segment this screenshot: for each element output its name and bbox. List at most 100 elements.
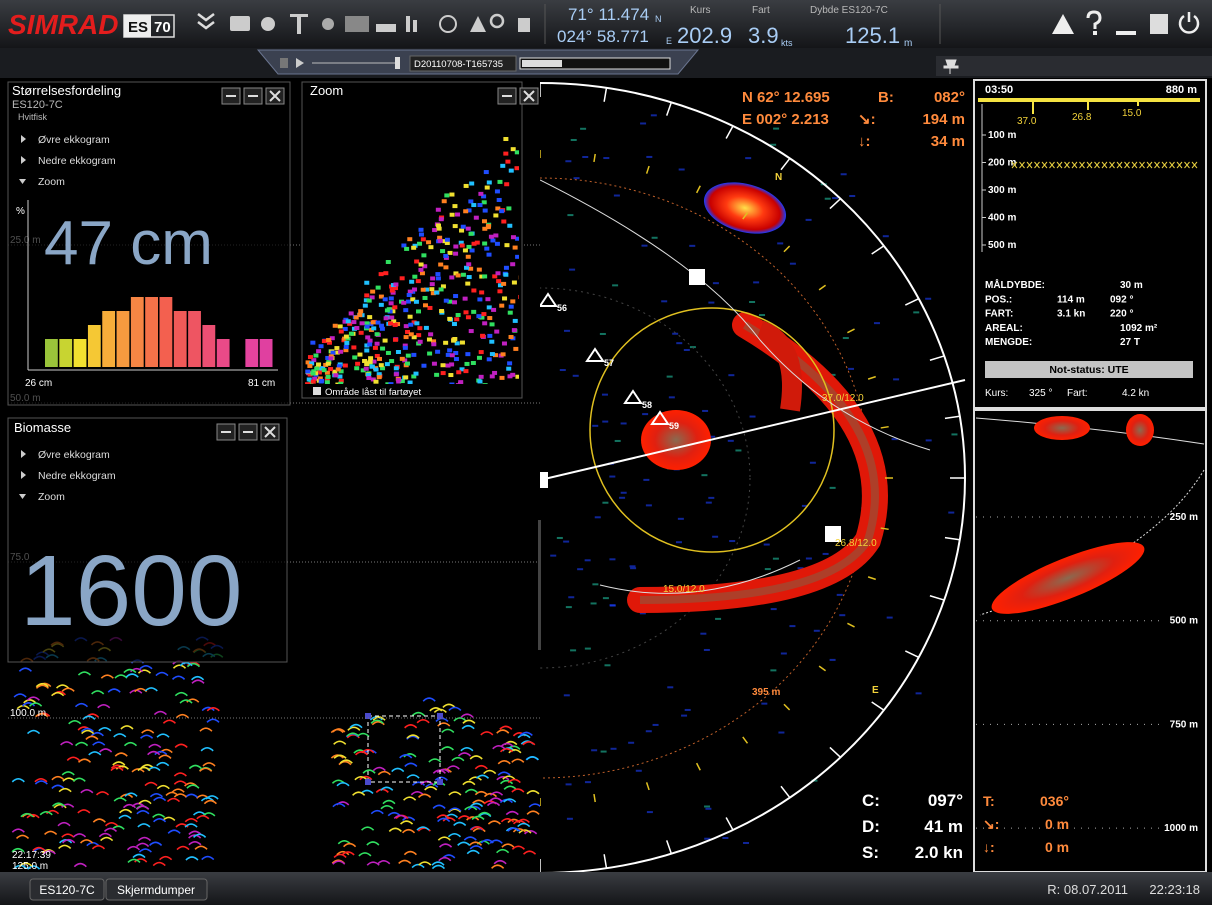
handle[interactable] bbox=[365, 713, 371, 719]
echo bbox=[191, 679, 205, 684]
panel-title: Størrelsesfordeling bbox=[12, 83, 121, 98]
echo bbox=[15, 834, 30, 840]
marker-triangle[interactable] bbox=[623, 389, 643, 404]
handle[interactable] bbox=[437, 779, 443, 785]
btn-stop[interactable] bbox=[280, 58, 288, 68]
sonar-noise bbox=[913, 311, 920, 314]
panel-button-icon[interactable] bbox=[269, 90, 281, 102]
range-tick bbox=[871, 701, 885, 711]
icon-help-dot[interactable] bbox=[1093, 31, 1097, 35]
slider-knob[interactable] bbox=[395, 57, 400, 69]
sonar-noise bbox=[668, 396, 675, 399]
zoom-echo bbox=[500, 352, 506, 357]
icon-2[interactable] bbox=[322, 18, 334, 30]
marker-triangle[interactable] bbox=[585, 347, 605, 362]
sonar-noise bbox=[628, 741, 635, 744]
zoom-echo bbox=[351, 345, 357, 350]
sonar-noise bbox=[550, 114, 958, 844]
lock-checkbox[interactable] bbox=[313, 387, 321, 395]
zoom-echo bbox=[413, 299, 419, 304]
icon-4[interactable] bbox=[376, 24, 396, 32]
echo bbox=[110, 764, 125, 769]
icon-help[interactable] bbox=[1086, 10, 1102, 29]
icon-3[interactable] bbox=[345, 16, 369, 32]
icon-camera[interactable] bbox=[230, 16, 250, 31]
tab-button[interactable] bbox=[29, 878, 105, 901]
echo bbox=[406, 734, 420, 739]
zoom-echo bbox=[505, 159, 511, 164]
menu-arrow[interactable] bbox=[21, 471, 26, 479]
range-tick bbox=[929, 595, 945, 601]
icon-6[interactable] bbox=[439, 15, 457, 33]
echo bbox=[424, 786, 438, 791]
zoom-selection[interactable] bbox=[367, 715, 441, 783]
beam-edge bbox=[975, 417, 1205, 445]
marker-triangle[interactable] bbox=[650, 410, 670, 425]
icon-pin[interactable] bbox=[943, 59, 959, 74]
echo bbox=[406, 774, 420, 779]
menu-item[interactable]: Øvre ekkogram bbox=[38, 449, 110, 461]
zoom-echo bbox=[512, 245, 518, 250]
menu-arrow[interactable] bbox=[21, 450, 26, 458]
icon-rec[interactable] bbox=[261, 17, 275, 31]
sonar-noise bbox=[570, 649, 577, 652]
panel-button-icon[interactable] bbox=[523, 90, 535, 102]
handle[interactable] bbox=[365, 779, 371, 785]
menu-arrow[interactable] bbox=[21, 156, 26, 164]
icon-minimize[interactable] bbox=[1116, 31, 1136, 35]
tab-button[interactable] bbox=[105, 878, 208, 901]
axis-label: % bbox=[16, 206, 25, 217]
menu-item[interactable]: Zoom bbox=[38, 491, 65, 503]
zoom-echo bbox=[434, 372, 440, 377]
echo bbox=[60, 741, 74, 746]
menu-arrow[interactable] bbox=[19, 494, 26, 499]
menu-arrow[interactable] bbox=[21, 135, 26, 143]
net-chain-link bbox=[1139, 161, 1145, 169]
icon-search[interactable] bbox=[489, 13, 505, 29]
menu-arrow[interactable] bbox=[19, 179, 26, 184]
zoom-echo bbox=[313, 353, 319, 358]
icon-5b[interactable] bbox=[413, 20, 417, 32]
icon-restore[interactable] bbox=[1150, 14, 1168, 34]
echo bbox=[138, 848, 152, 853]
echo bbox=[333, 740, 347, 745]
sonar-noise bbox=[600, 750, 607, 753]
zoom-echo bbox=[506, 206, 512, 211]
zoom-echo bbox=[378, 294, 384, 299]
zoom-echo bbox=[415, 279, 421, 284]
handle[interactable] bbox=[437, 713, 443, 719]
menu-item[interactable]: Nedre ekkogram bbox=[38, 470, 116, 482]
sonar-noise bbox=[565, 783, 572, 786]
btn-play[interactable] bbox=[296, 58, 304, 68]
echo bbox=[201, 855, 215, 861]
icon-8[interactable] bbox=[518, 18, 530, 32]
zoom-echo bbox=[417, 241, 423, 246]
tool-icons[interactable] bbox=[197, 13, 530, 34]
zoom-echo bbox=[371, 359, 377, 364]
info-text: 3.1 kn bbox=[1057, 309, 1085, 320]
menu-item[interactable]: Øvre ekkogram bbox=[38, 134, 110, 146]
echo bbox=[53, 803, 67, 809]
marker-triangle[interactable] bbox=[540, 292, 558, 307]
sonar-noise bbox=[619, 496, 626, 499]
splitter[interactable] bbox=[538, 520, 541, 650]
echo bbox=[343, 842, 357, 848]
echo bbox=[404, 724, 418, 729]
icon-power[interactable] bbox=[1178, 12, 1200, 34]
zoom-echo bbox=[347, 321, 353, 326]
sonar-noise bbox=[584, 781, 591, 784]
echo bbox=[91, 845, 106, 850]
echo bbox=[148, 743, 162, 749]
sonar-noise bbox=[772, 557, 779, 560]
icon-5[interactable] bbox=[406, 16, 410, 32]
panel-button-icon[interactable] bbox=[264, 426, 276, 438]
icon-1b[interactable] bbox=[297, 14, 301, 34]
marker-square[interactable] bbox=[825, 526, 841, 542]
menu-item[interactable]: Zoom bbox=[38, 176, 65, 188]
icon-expand[interactable] bbox=[197, 13, 215, 30]
marker-square[interactable] bbox=[689, 269, 705, 285]
echo bbox=[333, 754, 347, 759]
icon-warning[interactable] bbox=[1052, 14, 1074, 34]
icon-7[interactable] bbox=[470, 16, 486, 32]
menu-item[interactable]: Nedre ekkogram bbox=[38, 155, 116, 167]
